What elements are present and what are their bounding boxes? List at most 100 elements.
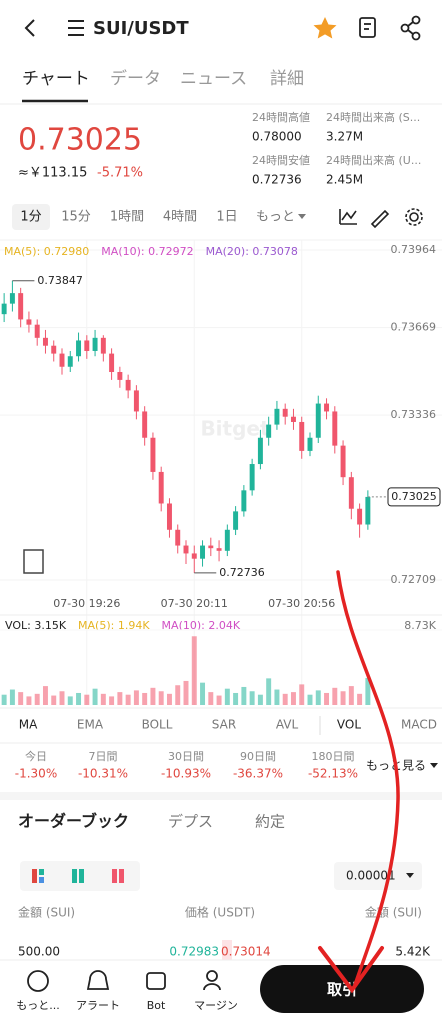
- interval[interactable]: 15分: [61, 210, 91, 225]
- volume-bar: [9, 689, 15, 705]
- volume-bar: [266, 678, 272, 705]
- interval[interactable]: もっと: [256, 210, 295, 225]
- ma-label: MA(20): 0.73078: [206, 245, 298, 258]
- last-price-label: 0.73025: [391, 490, 437, 503]
- chart-tools[interactable]: [339, 208, 423, 229]
- indicator[interactable]: EMA: [77, 718, 104, 732]
- candle-body: [67, 356, 73, 367]
- candle-body: [133, 390, 139, 412]
- orderbook-tab[interactable]: 約定: [255, 813, 285, 831]
- nav-label[interactable]: マージン: [194, 999, 238, 1012]
- candle-body: [166, 503, 172, 530]
- stat-label: 24時間高値: [252, 110, 310, 124]
- toggle-icons: [32, 869, 124, 883]
- period-label: 180日間: [312, 750, 355, 763]
- orderbook-tab[interactable]: デプス: [168, 813, 213, 831]
- x-tick-label: 07-30 20:11: [161, 597, 228, 610]
- back-button[interactable]: [24, 19, 35, 37]
- period-change: -1.30%: [15, 767, 57, 781]
- candle-body: [142, 411, 148, 438]
- annotation-arrow: [336, 570, 400, 987]
- favorite-star[interactable]: [313, 17, 337, 39]
- volume-bar: [282, 693, 288, 705]
- volume-bar: [51, 695, 57, 705]
- annotation-arrowhead: [318, 946, 384, 994]
- volume-bar: [1, 694, 7, 705]
- volume-bar: [67, 696, 73, 705]
- candle-body: [183, 545, 189, 554]
- fullscreen-icon[interactable]: [23, 549, 44, 574]
- nav-label[interactable]: アラート: [76, 999, 120, 1012]
- period-change: -52.13%: [308, 767, 358, 781]
- dropdown-caret: [430, 763, 438, 768]
- nav-label[interactable]: Bot: [147, 999, 166, 1012]
- volume-bar: [84, 694, 90, 705]
- volume-bar: [133, 690, 139, 705]
- last-price: 0.73025: [18, 123, 142, 158]
- volume-bar: [166, 693, 172, 705]
- precision-select[interactable]: [334, 862, 422, 890]
- tab[interactable]: チャート: [22, 69, 90, 89]
- depth-shade: [222, 940, 232, 960]
- candle-body: [257, 437, 263, 465]
- candle-body: [266, 424, 272, 438]
- candle-body: [34, 324, 40, 338]
- volume-bar: [290, 692, 296, 705]
- indicator[interactable]: SAR: [212, 718, 236, 732]
- column-header: 金額 (SUI): [365, 905, 422, 920]
- interval[interactable]: 1時間: [110, 210, 144, 225]
- interval[interactable]: 1日: [216, 210, 237, 225]
- period-change: -36.37%: [233, 767, 283, 781]
- candle-body: [241, 490, 247, 512]
- volume-bar: [59, 691, 65, 705]
- volume-bar: [299, 684, 305, 705]
- orderbook-cell: 5.42K: [395, 945, 431, 959]
- edit-icon[interactable]: [359, 17, 376, 38]
- candle-body: [92, 337, 98, 351]
- volume-bar: [274, 689, 280, 705]
- volume-bar: [241, 686, 247, 705]
- price-change: -5.71%: [97, 166, 143, 181]
- candle-body: [125, 379, 131, 391]
- candle-body: [290, 416, 296, 422]
- tab[interactable]: データ: [110, 68, 161, 89]
- orderbook-tab[interactable]: オーダーブック: [18, 812, 129, 831]
- candle-body: [224, 529, 230, 551]
- candle-body: [249, 464, 255, 491]
- tab[interactable]: 詳細: [270, 69, 304, 89]
- indicator[interactable]: MA: [19, 718, 38, 732]
- candle-body: [340, 445, 346, 478]
- candle-body: [84, 340, 90, 351]
- dropdown-caret: [406, 873, 414, 878]
- indicator[interactable]: AVL: [276, 718, 299, 732]
- nav-label[interactable]: もっと...: [16, 999, 60, 1012]
- indicator[interactable]: VOL: [337, 718, 361, 732]
- volume-bar: [191, 636, 197, 705]
- volume-label: MA(5): 1.94K: [78, 619, 150, 632]
- volume-bar: [109, 696, 115, 705]
- indicator[interactable]: MACD: [401, 718, 437, 732]
- candle-body: [315, 403, 321, 438]
- menu-icon[interactable]: [68, 20, 84, 36]
- candle-body: [324, 403, 330, 412]
- volume-bar: [175, 685, 181, 705]
- volume-bar: [158, 691, 164, 705]
- interval[interactable]: 1分: [20, 210, 41, 225]
- indicator[interactable]: BOLL: [142, 718, 173, 732]
- tab[interactable]: ニュース: [180, 69, 247, 89]
- stat-label: 24時間出来高 (S...: [326, 110, 420, 124]
- trade-button[interactable]: [260, 965, 424, 1013]
- candle-body: [299, 421, 305, 451]
- stat-value: 0.78000: [252, 130, 302, 144]
- stat-label: 24時間安値: [252, 153, 310, 167]
- period-label: 7日間: [89, 750, 118, 763]
- candle-body: [274, 408, 280, 425]
- volume-bar: [100, 693, 106, 705]
- share-icon[interactable]: [400, 15, 421, 41]
- interval[interactable]: 4時間: [163, 210, 197, 225]
- volume-bar: [183, 680, 189, 705]
- candle-body: [200, 545, 206, 559]
- volume-bar: [257, 694, 263, 705]
- stat-label: 24時間出来高 (U...: [326, 153, 421, 167]
